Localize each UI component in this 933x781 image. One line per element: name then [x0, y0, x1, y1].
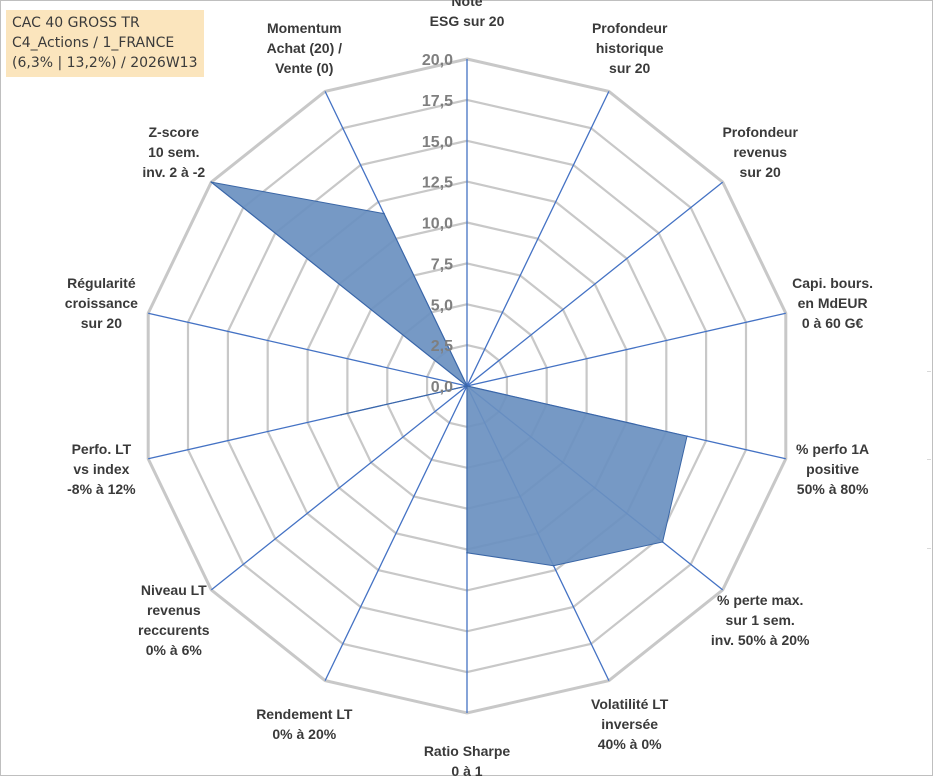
axis-label-line: Niveau LT	[140, 581, 207, 598]
tick-label: 20,0	[422, 52, 453, 69]
axis-label: % perfo 1A positive 50% à 80%	[796, 439, 869, 499]
edge-marker	[927, 548, 931, 549]
axis-label-line: sur 20	[739, 164, 781, 181]
axis-label-line: 0 à 1	[451, 763, 483, 779]
tick-label: 0,0	[431, 379, 453, 396]
axis-label-line: positive	[806, 461, 860, 478]
axis-line	[148, 312, 468, 387]
edge-marker	[927, 459, 931, 460]
axis-label-line: vs index	[73, 461, 130, 478]
axis-label: Volatilité LT inversée 40% à 0%	[591, 694, 668, 754]
tick-label: 7,5	[431, 256, 453, 273]
axis-label: Rendement LT 0% à 20%	[256, 704, 352, 744]
axis-line	[466, 181, 724, 387]
axis-label-line: sur 20	[609, 60, 651, 77]
tick-label: 12,5	[422, 175, 453, 192]
axis-line	[324, 385, 468, 681]
series-point	[552, 564, 555, 567]
axis-label-line: 50% à 80%	[796, 481, 869, 498]
axis-label: Note ESG sur 20	[430, 0, 505, 31]
axis-label-line: Perfo. LT	[71, 441, 132, 458]
axis-label-line: inv. 50% à 20%	[710, 631, 810, 648]
series-point	[383, 212, 385, 215]
axis-label-line: Z-score	[148, 124, 200, 141]
axis-label-line: revenus	[733, 144, 788, 161]
series-point	[466, 552, 468, 554]
axis-label-line: Profondeur	[591, 20, 668, 37]
axis-label-line: historique	[595, 40, 664, 57]
chart-title-box: CAC 40 GROSS TR C4_Actions / 1_FRANCE (6…	[6, 10, 204, 77]
radar-tick-labels: 0,0 2,5 5,0 7,5 10,0 12,5 15,0 17,5 20,0	[422, 52, 453, 396]
series-point	[340, 413, 342, 416]
axis-label: Niveau LT revenus reccurents 0% à 6%	[138, 580, 210, 660]
chart-range-info: (6,3% | 13,2%) / 2026W13	[12, 55, 198, 71]
axis-label: Momentum Achat (20) / Vente (0)	[267, 18, 342, 78]
axis-label-line: -8% à 12%	[67, 481, 136, 498]
axis-label-line: Rendement LT	[256, 705, 353, 722]
tick-label: 17,5	[422, 93, 453, 110]
axis-label-line: croissance	[64, 294, 138, 311]
series-point	[210, 181, 213, 183]
tick-label: 10,0	[422, 216, 453, 233]
axis-label-line: % perfo 1A	[796, 441, 870, 458]
axis-label-line: Ratio Sharpe	[423, 743, 511, 759]
axis-line	[466, 91, 610, 387]
axis-label-line: Momentum	[266, 20, 342, 37]
axis-label-line: Achat (20) /	[266, 40, 343, 57]
tick-label: 15,0	[422, 134, 453, 151]
series-point	[466, 385, 468, 387]
axis-label-line: 0% à 20%	[272, 725, 337, 742]
axis-line	[466, 312, 786, 387]
radar-series	[210, 181, 688, 567]
axis-label-line: 40% à 0%	[597, 735, 662, 752]
axis-label-line: revenus	[146, 601, 201, 618]
axis-label-line: sur 1 sem.	[725, 611, 795, 628]
chart-title: CAC 40 GROSS TR	[12, 15, 140, 31]
axis-label-line: 0 à 60 G€	[801, 314, 864, 331]
chart-subtitle: C4_Actions / 1_FRANCE	[12, 35, 175, 51]
axis-label-line: % perte max.	[716, 591, 804, 608]
axis-label-line: Capi. bours.	[792, 274, 874, 291]
axis-label-line: 0% à 6%	[145, 641, 202, 658]
axis-label: Capi. bours. en MdEUR 0 à 60 G€	[792, 273, 873, 333]
axis-label-line: Note	[451, 0, 483, 9]
axis-label-line: Vente (0)	[275, 60, 334, 77]
axis-label-line: ESG sur 20	[429, 13, 505, 29]
axis-label-line: inv. 2 à -2	[142, 164, 206, 181]
axis-label: Profondeur historique sur 20	[592, 18, 667, 78]
axis-label-line: inversée	[601, 715, 659, 732]
axis-label: % perte max. sur 1 sem. inv. 50% à 20%	[711, 590, 810, 650]
axis-label-line: en MdEUR	[797, 294, 868, 311]
axis-label-line: Profondeur	[722, 124, 798, 141]
axis-label: Z-score 10 sem. inv. 2 à -2	[142, 122, 205, 182]
axis-label-line: Volatilité LT	[591, 695, 669, 712]
axis-label: Régularité croissance sur 20	[65, 273, 138, 333]
edge-marker	[927, 371, 931, 372]
axis-label: Ratio Sharpe 0 à 1	[424, 741, 510, 781]
tick-label: 5,0	[431, 297, 453, 314]
axis-label: Perfo. LT vs index -8% à 12%	[67, 439, 135, 499]
axis-label: Profondeur revenus sur 20	[722, 122, 797, 182]
series-point	[686, 435, 688, 438]
axis-line	[210, 385, 468, 591]
axis-label-line: sur 20	[80, 314, 123, 331]
axis-label-line: Régularité	[67, 274, 136, 291]
series-point	[661, 541, 664, 543]
tick-label: 2,5	[431, 338, 453, 355]
axis-label-line: reccurents	[138, 621, 210, 638]
axis-label-line: 10 sem.	[148, 144, 200, 161]
